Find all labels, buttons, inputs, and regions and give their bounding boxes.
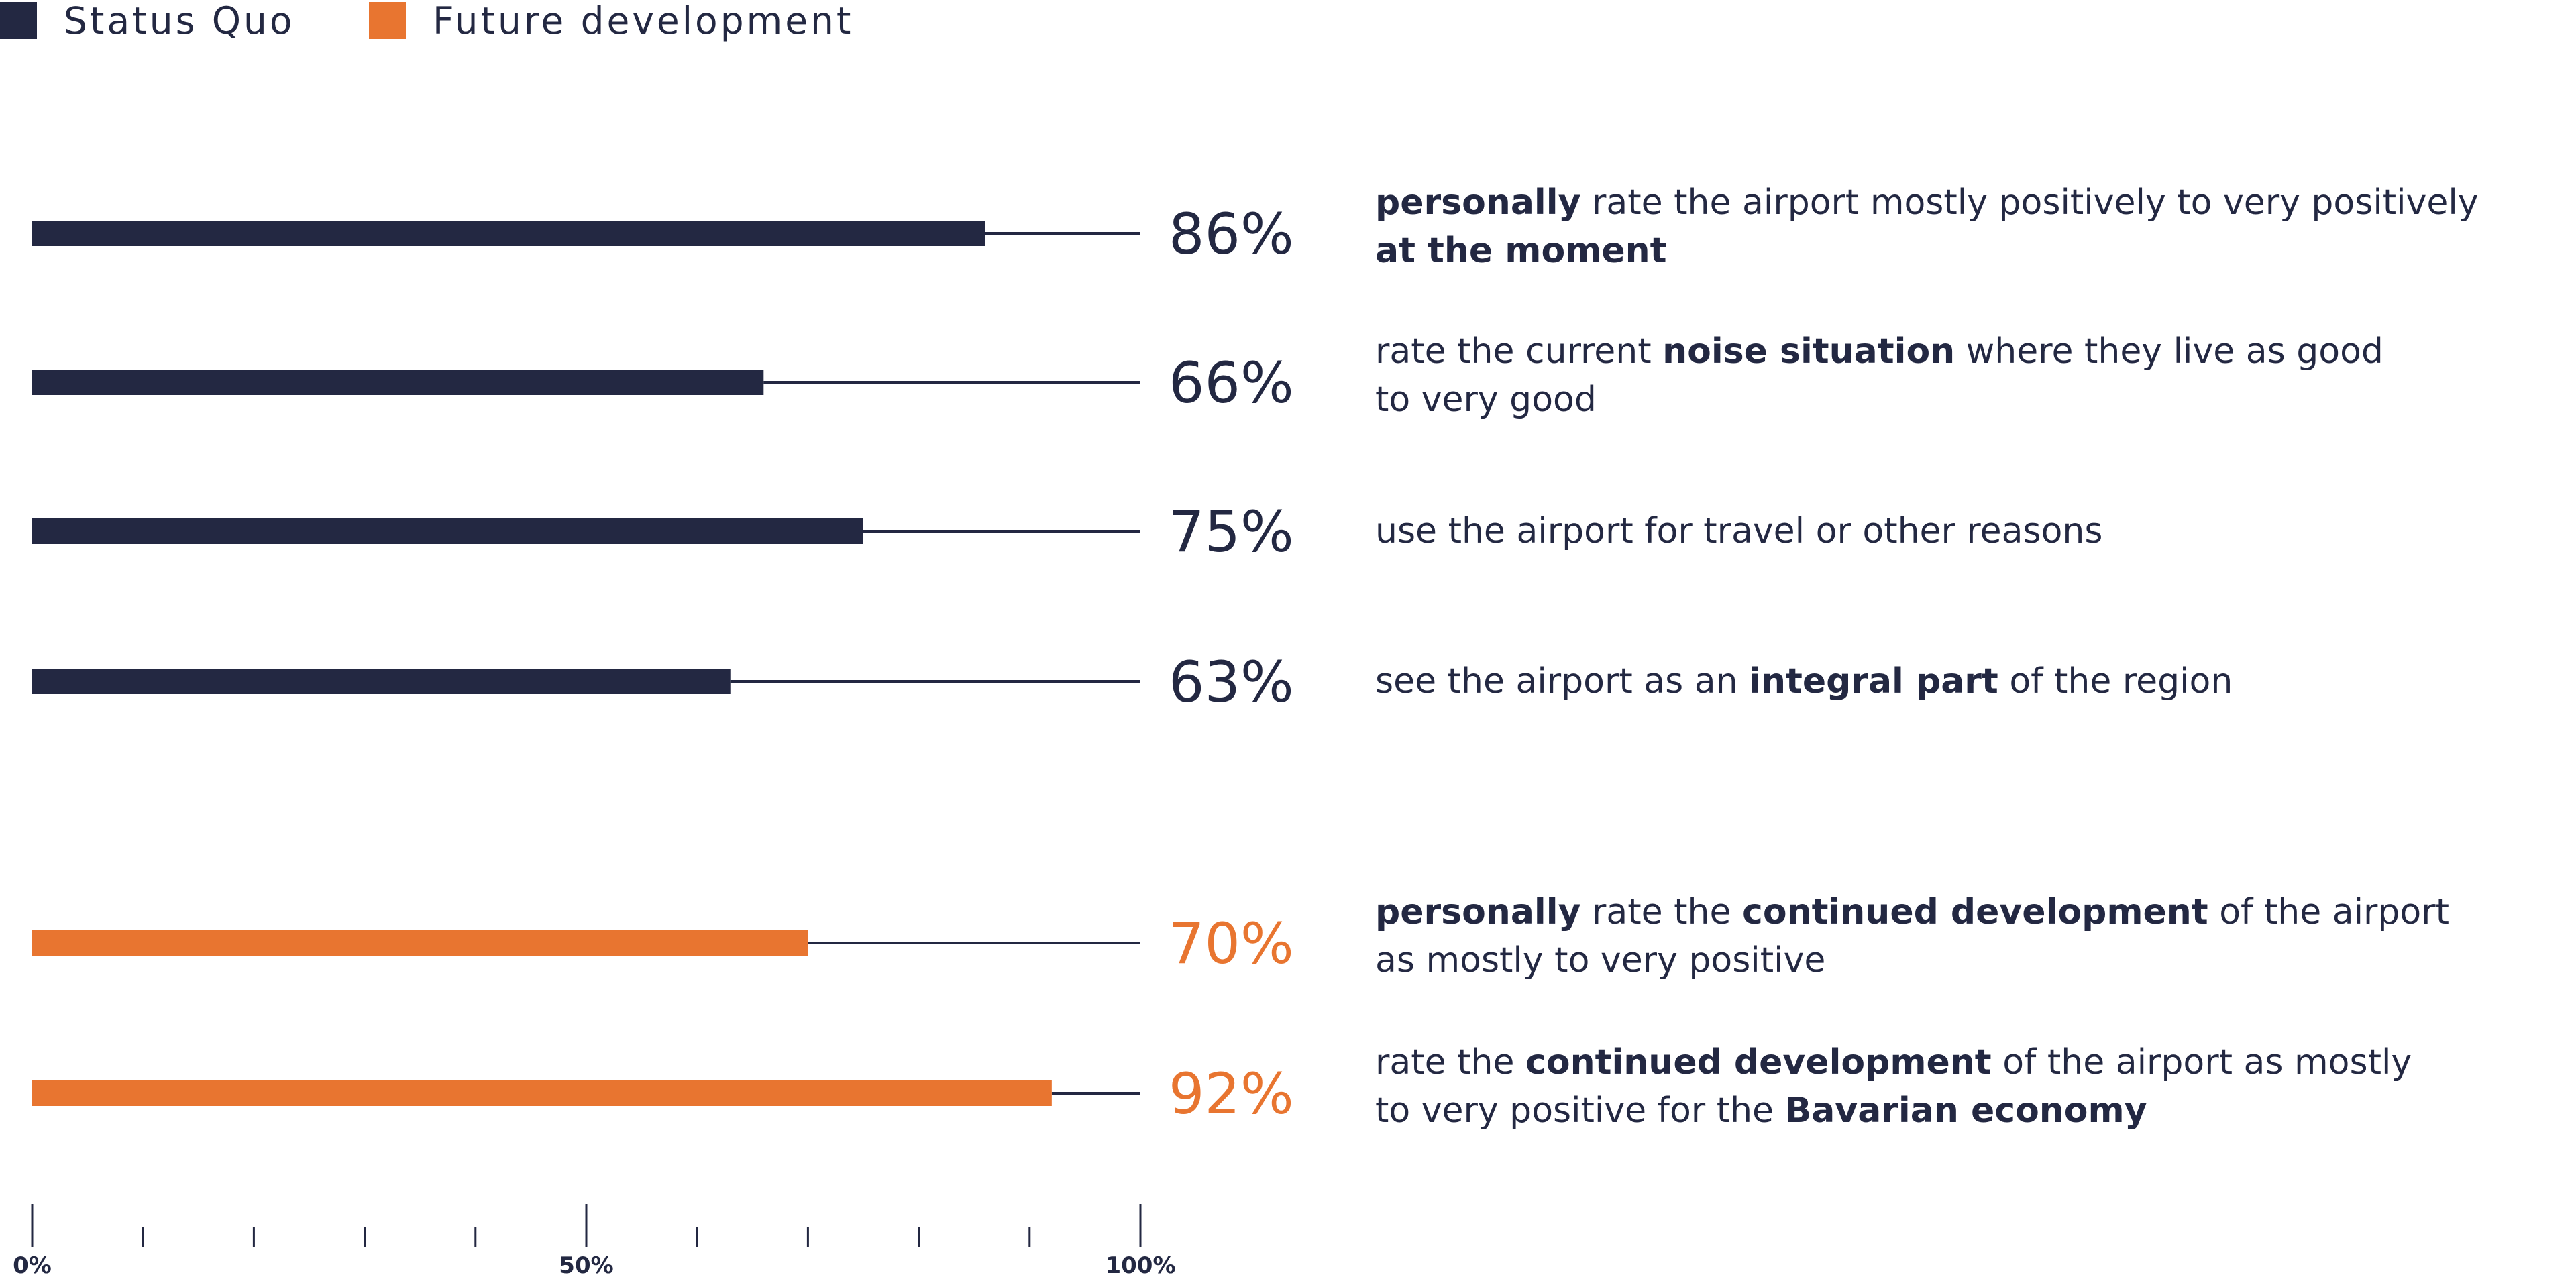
bar-description-0-0: personally rate the airport mostly posit… <box>1375 178 2479 275</box>
bar-description-1-1: rate the continued development of the ai… <box>1375 1038 2412 1135</box>
bar-1-0 <box>32 930 808 956</box>
description-text: rate the current <box>1375 331 1663 372</box>
legend-label-future-development: Future development <box>433 0 854 42</box>
description-text: see the airport as an <box>1375 661 1750 702</box>
description-line: to very good <box>1375 376 2383 424</box>
axis-tick-label-0: 0% <box>13 1252 52 1279</box>
value-label-0-1: 66% <box>1169 350 1294 416</box>
description-bold-text: noise situation <box>1662 331 1955 372</box>
value-label-0-0: 86% <box>1169 201 1294 267</box>
description-text: use the airport for travel or other reas… <box>1375 511 2103 551</box>
description-line: at the moment <box>1375 227 2479 275</box>
description-text: rate the <box>1580 892 1743 932</box>
description-bold-text: Bavarian economy <box>1784 1091 2147 1131</box>
bar-description-0-2: use the airport for travel or other reas… <box>1375 507 2102 555</box>
description-bold-text: continued development <box>1742 892 2208 932</box>
description-text: to very positive for the <box>1375 1091 1785 1131</box>
description-text: rate the <box>1375 1042 1526 1082</box>
description-bold-text: personally <box>1375 892 1581 932</box>
description-line: personally rate the airport mostly posit… <box>1375 178 2479 227</box>
axis-tick-label-100: 100% <box>1105 1252 1175 1279</box>
description-bold-text: personally <box>1375 182 1581 223</box>
description-text: of the airport as mostly <box>1991 1042 2412 1082</box>
bar-description-1-0: personally rate the continued developmen… <box>1375 888 2449 985</box>
description-text: as mostly to very positive <box>1375 940 1826 981</box>
bar-0-0 <box>32 221 985 246</box>
value-label-1-0: 70% <box>1169 911 1294 977</box>
bar-0-3 <box>32 669 731 694</box>
bar-1-1 <box>32 1080 1052 1106</box>
value-label-0-3: 63% <box>1169 649 1294 715</box>
bar-description-0-1: rate the current noise situation where t… <box>1375 327 2383 424</box>
legend-swatch-status-quo <box>0 2 37 39</box>
description-line: to very positive for the Bavarian econom… <box>1375 1087 2412 1135</box>
legend-swatch-future-development <box>369 2 406 39</box>
bar-description-0-3: see the airport as an integral part of t… <box>1375 657 2233 706</box>
description-line: see the airport as an integral part of t… <box>1375 657 2233 706</box>
legend-label-status-quo: Status Quo <box>64 0 295 42</box>
axis-tick-label-50: 50% <box>559 1252 613 1279</box>
description-line: use the airport for travel or other reas… <box>1375 507 2102 555</box>
description-text: rate the airport mostly positively to ve… <box>1580 182 2479 223</box>
value-label-1-1: 92% <box>1169 1061 1294 1127</box>
description-text: where they live as good <box>1955 331 2383 372</box>
value-label-0-2: 75% <box>1169 499 1294 565</box>
description-bold-text: integral part <box>1749 661 1998 702</box>
bar-0-2 <box>32 518 863 544</box>
description-line: personally rate the continued developmen… <box>1375 888 2449 936</box>
description-text: of the region <box>1998 661 2233 702</box>
description-text: of the airport <box>2208 892 2449 932</box>
description-bold-text: at the moment <box>1375 231 1667 271</box>
description-line: rate the continued development of the ai… <box>1375 1038 2412 1087</box>
description-line: rate the current noise situation where t… <box>1375 327 2383 376</box>
description-bold-text: continued development <box>1525 1042 1992 1082</box>
description-text: to very good <box>1375 380 1597 420</box>
bar-0-1 <box>32 370 764 395</box>
description-line: as mostly to very positive <box>1375 936 2449 985</box>
